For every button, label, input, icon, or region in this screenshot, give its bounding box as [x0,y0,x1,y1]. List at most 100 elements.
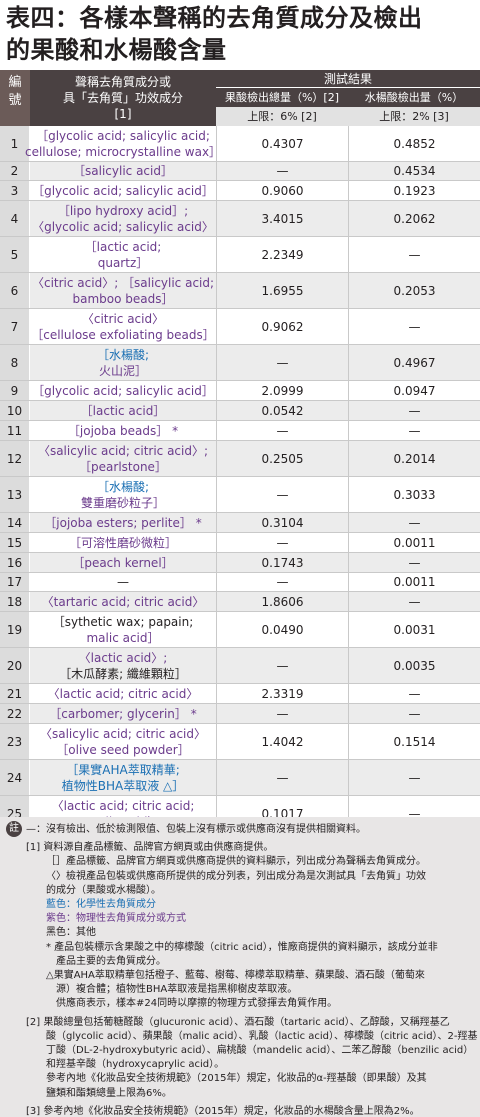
note-line: 紫色：物理性去角質成分或方式 [46,913,186,925]
ingredient-line: 〈tartaric acid; citric acid〉 [41,594,205,609]
ingredient-line: ［carbomer; glycerin］ * [49,706,197,721]
fruit-acid-value: 0.0542 [216,401,348,420]
table-row: 6 〈citric acid〉; ［salicylic acid; bamboo b… [0,273,480,309]
fruit-acid-value: 0.1743 [216,553,348,572]
note-line: 黑色：其他 [46,927,96,939]
ingredient-line: 〈citric acid〉 [81,311,165,326]
header-ingredient-line-2: 具「去角質」功效成分 [62,91,183,105]
note-line: 和羥基辛酸（hydroxycaprylic acid）。 [46,1059,225,1071]
row-number: 9 [0,381,30,400]
ingredient-line: ［jojoba beads］ * [67,423,179,438]
row-ingredients: ［可溶性磨砂微粒］ [30,533,216,552]
row-ingredients: 〈salicylic acid; citric acid〉; ［pearlston… [30,441,216,476]
salicylic-acid-value: 0.1514 [348,724,480,759]
row-ingredients: 〈citric acid〉 ［cellulose exfoliating bead… [30,309,216,344]
salicylic-acid-value: 0.0947 [348,381,480,400]
salicylic-acid-value: — [348,553,480,572]
row-ingredients: ［lactic acid; quartz］ [30,237,216,272]
table-row: 15 ［可溶性磨砂微粒］ —0.0011 [0,533,480,553]
row-ingredients: 〈lactic acid; citric acid〉 [30,684,216,703]
fruit-acid-value: — [216,345,348,380]
fruit-acid-value: — [216,648,348,683]
table-row: 10 ［lactic acid］ 0.0542— [0,401,480,421]
note-line: 源）複合體；植物性BHA萃取液是指黑柳樹皮萃取液。 [56,984,298,996]
salicylic-acid-value: — [348,309,480,344]
row-number: 21 [0,684,30,703]
notes-section: 註 —：沒有檢出、低於檢測限值、包裝上沒有標示或供應商沒有提供相關資料。 [1] … [0,817,480,1117]
ingredient-line: ［水楊酸; [96,479,150,494]
row-ingredients: ［glycolic acid; salicylic acid］ [30,381,216,400]
fruit-acid-value: 0.3104 [216,513,348,532]
table-row: 12 〈salicylic acid; citric acid〉; ［pearlst… [0,441,480,477]
salicylic-acid-value: 0.0035 [348,648,480,683]
fruit-acid-value: 0.4307 [216,126,348,161]
header-salicylic-acid-column: 水楊酸檢出量（%） [364,91,464,104]
ingredient-line: ［sythetic wax; papain; [52,614,194,629]
row-number: 16 [0,553,30,572]
row-ingredients: — [30,573,216,591]
row-number: 18 [0,592,30,611]
ingredient-line: ［木瓜酵素; 纖維顆粒］ [59,666,187,681]
salicylic-acid-value: 0.2014 [348,441,480,476]
note-line: —：沒有檢出、低於檢測限值、包裝上沒有標示或供應商沒有提供相關資料。 [26,824,366,835]
ingredient-line: 〈citric acid〉; ［salicylic acid; [31,275,215,290]
note-line: 藍色：化學性去角質成分 [46,899,156,910]
salicylic-acid-value: 0.2062 [348,201,480,236]
table-row: 16 ［peach kernel］ 0.1743— [0,553,480,573]
salicylic-acid-value: 0.1923 [348,181,480,200]
fruit-acid-value: — [216,573,348,591]
note-line: [1] 資料源自產品標籤、品牌官方網頁或由供應商提供。 [26,842,274,854]
table-row: 22 ［carbomer; glycerin］ * — — [0,704,480,724]
table-row: 9 ［glycolic acid; salicylic acid］ 2.0999 0.… [0,381,480,401]
ingredient-line: ［水楊酸; [96,347,150,362]
ingredient-line: 〈salicylic acid; citric acid〉; [37,443,209,458]
salicylic-acid-value: 0.0031 [348,612,480,647]
row-number: 13 [0,477,30,512]
row-number: 17 [0,573,30,591]
fruit-acid-value: 2.2349 [216,237,348,272]
fruit-acid-value: 0.9060 [216,181,348,200]
header-fruit-acid-column: 果酸檢出總量（%）[2] [224,91,340,104]
row-ingredients: 〈salicylic acid; citric acid〉 ［olive seed… [30,724,216,759]
note-line: [2] 果酸總量包括葡糖醛酸（glucuronic acid）、酒石酸（tart… [26,1016,450,1028]
header-number-line-2: 號 [8,93,22,108]
table-row: 21 〈lactic acid; citric acid〉 2.3319— [0,684,480,704]
row-number: 20 [0,648,30,683]
row-ingredients: ［peach kernel］ [30,553,216,572]
table-row: 11 ［jojoba beads］ * — — [0,421,480,441]
table-row: 2 ［salicylic acid］ —0.4534 [0,162,480,181]
row-number: 4 [0,201,30,236]
note-line: △果實AHA萃取精華包括橙子、藍莓、樹莓、檸檬萃取精華、蘋果酸、酒石酸（葡萄來 [46,970,425,981]
salicylic-acid-value: — [348,684,480,703]
table-row: 19 ［sythetic wax; papain; malic acid］ 0.049… [0,612,480,648]
table-row: 14 ［jojoba esters; perlite］ * 0.3104— [0,513,480,533]
row-number: 22 [0,704,30,723]
note-line: 鹽類和酯類總量上限為6%。 [46,1087,172,1099]
fruit-acid-value: 3.4015 [216,201,348,236]
table-row: 20 〈lactic acid〉; ［木瓜酵素; 纖維顆粒］ —0.0035 [0,648,480,684]
ingredient-line: ［lactic acid; [84,239,162,254]
ingredient-line: 〈lactic acid; citric acid〉 [47,686,199,701]
note-line: 供應商表示，樣本#24同時以摩擦的物理方式發揮去角質作用。 [56,998,338,1010]
salicylic-acid-value: — [348,237,480,272]
ingredient-line: ［pearlstone］ [79,459,167,474]
ingredient-line: ［cellulose exfoliating beads］ [31,327,215,342]
table-row: 23 〈salicylic acid; citric acid〉 ［olive se… [0,724,480,760]
row-ingredients: ［sythetic wax; papain; malic acid］ [30,612,216,647]
table-row: 4 ［lipo hydroxy acid］; 〈glycolic acid; sal… [0,201,480,237]
table-row: 18 〈tartaric acid; citric acid〉 1.8606— [0,592,480,612]
row-ingredients: ［水楊酸; 火山泥］ [30,345,216,380]
row-ingredients: ［salicylic acid］ [30,162,216,180]
ingredient-line: 雙重磨砂粒子］ [80,495,165,510]
fruit-acid-value: 1.6955 [216,273,348,308]
ingredient-line: ［jojoba esters; perlite］ * [44,515,202,530]
results-table: 編 號 聲稱去角質成分或 具「去角質」功效成分 [1] 測試結果 果酸檢出總量（… [0,70,480,832]
row-number: 14 [0,513,30,532]
table-row: 5 ［lactic acid; quartz］ 2.2349— [0,237,480,273]
row-ingredients: ［carbomer; glycerin］ * [30,704,216,723]
title-line-1: 表四：各樣本聲稱的去角質成分及檢出 [6,4,423,32]
table-row: 8 ［水楊酸; 火山泥］ —0.4967 [0,345,480,381]
header-test-results: 測試結果 [216,70,480,88]
note-line: 的成分（果酸或水楊酸）。 [46,884,161,896]
salicylic-acid-value: — [348,421,480,440]
